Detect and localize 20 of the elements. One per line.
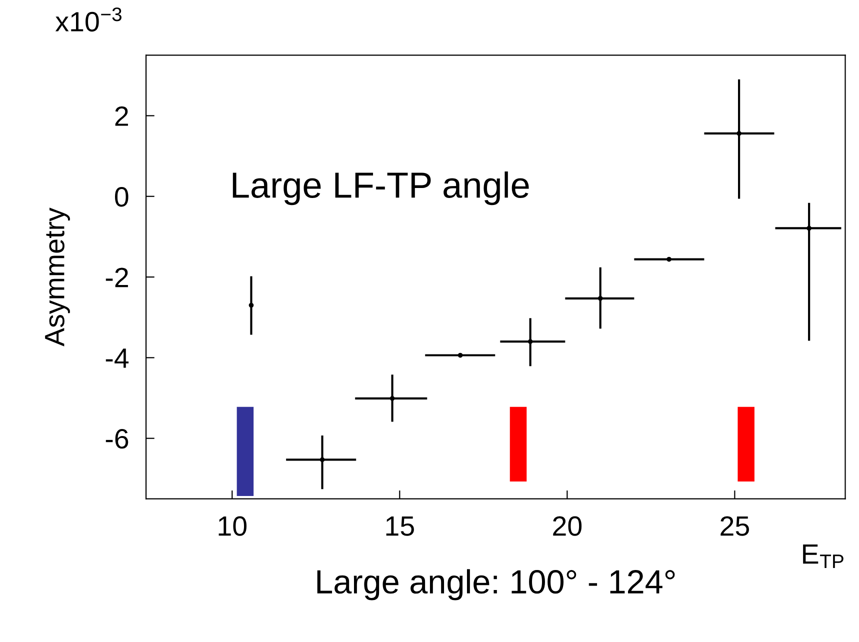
x-tick-label: 25: [720, 516, 749, 536]
point: [528, 339, 533, 344]
y-axis-title: Asymmetry: [45, 208, 70, 346]
point: [320, 457, 325, 462]
text: x10$^{−3}$: [55, 7, 122, 32]
x-tick-label: 15: [386, 516, 414, 536]
x-tick-label: 20: [553, 516, 582, 536]
point: [806, 226, 812, 231]
y-tick-label: -2: [106, 268, 128, 288]
point: [598, 296, 603, 301]
text: E$_{TP}$: [803, 544, 844, 568]
y-tick-label: -6: [106, 429, 128, 449]
y-tick-label: 2: [115, 106, 128, 126]
point: [390, 396, 395, 401]
y-tick-label: 0: [115, 187, 128, 207]
y-tick-label: -4: [106, 348, 129, 368]
x-axis-title: Large angle: 100° - 124°: [317, 569, 675, 600]
x-tick-label: 10: [218, 516, 246, 536]
annotation: Large LF-TP angle: [232, 171, 529, 206]
point: [736, 131, 742, 136]
